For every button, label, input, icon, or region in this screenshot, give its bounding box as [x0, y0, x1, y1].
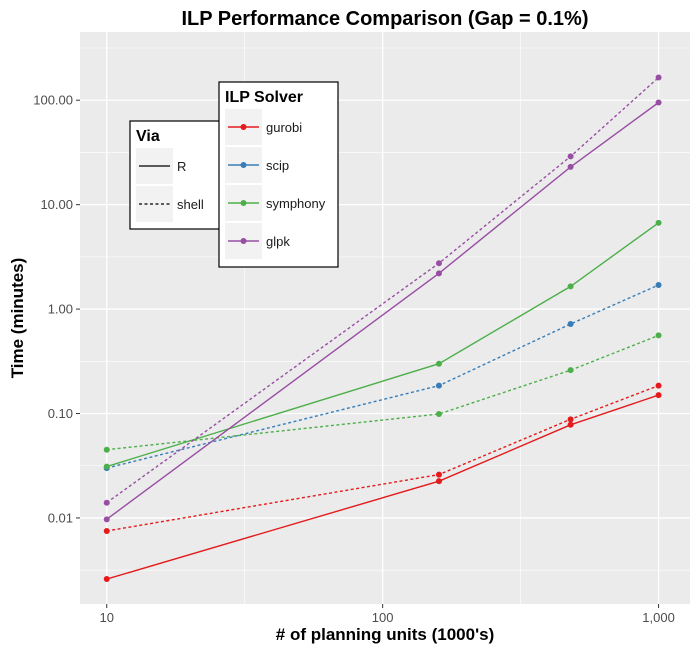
- data-point-symphony-R: [655, 219, 662, 226]
- data-point-symphony-R: [103, 463, 110, 470]
- y-tick-label: 1.00: [48, 302, 73, 317]
- series-layer: [103, 74, 662, 583]
- x-tick-label: 100: [372, 610, 394, 625]
- series-line-glpk-shell: [106, 76, 660, 504]
- series-line-scip-shell: [106, 284, 659, 469]
- legend-solver-point-symphony: [240, 200, 247, 206]
- series-line-glpk-R: [106, 101, 660, 520]
- data-point-glpk-R: [567, 163, 574, 170]
- legend-solver-label: gurobi: [266, 120, 302, 135]
- legend-solver-point-scip: [240, 162, 247, 168]
- data-point-symphony-R: [435, 360, 442, 367]
- legend-solver-label: scip: [266, 158, 289, 173]
- series-line-gurobi-R: [106, 394, 659, 580]
- data-point-gurobi-R: [655, 392, 662, 399]
- legend-via-label: R: [177, 159, 186, 174]
- y-axis-title: Time (minutes): [8, 258, 27, 379]
- y-tick-label: 0.10: [48, 406, 73, 421]
- legend-solver-label: symphony: [266, 196, 326, 211]
- legend-solver: ILP Solver gurobi scip symphony glpk: [218, 81, 339, 268]
- legend-solver-title: ILP Solver: [225, 89, 303, 106]
- data-point-symphony-shell: [103, 446, 110, 453]
- x-axis-title: # of planning units (1000's): [276, 625, 494, 644]
- data-point-glpk-shell: [103, 499, 110, 506]
- plot-panel: [80, 32, 690, 604]
- series-line-symphony-shell: [106, 334, 659, 451]
- data-point-symphony-R: [567, 283, 574, 290]
- data-point-glpk-R: [435, 270, 442, 277]
- data-point-gurobi-R: [567, 421, 574, 428]
- data-point-glpk-R: [103, 516, 110, 523]
- data-point-glpk-shell: [655, 74, 662, 81]
- y-tick-label: 10.00: [40, 197, 73, 212]
- data-point-gurobi-shell: [655, 382, 662, 389]
- data-point-gurobi-R: [103, 576, 110, 583]
- data-point-symphony-shell: [655, 332, 662, 339]
- data-point-gurobi-shell: [103, 528, 110, 535]
- y-tick-label: 100.00: [33, 93, 73, 108]
- data-point-glpk-shell: [567, 153, 574, 160]
- data-point-symphony-shell: [435, 410, 442, 417]
- legend-solver-label: glpk: [266, 234, 290, 249]
- axis-ticks: 10 100 1,000 0.01 0.10 1.00 10.00 100.00: [33, 93, 675, 625]
- data-point-glpk-shell: [435, 260, 442, 267]
- data-point-scip-shell: [567, 320, 574, 327]
- x-tick-label: 1,000: [642, 610, 675, 625]
- legend-solver-point-glpk: [240, 238, 247, 244]
- series-line-gurobi-shell: [106, 384, 659, 532]
- data-point-gurobi-shell: [567, 416, 574, 423]
- legend-via-label: shell: [177, 197, 204, 212]
- x-tick-label: 10: [100, 610, 114, 625]
- data-point-gurobi-shell: [435, 471, 442, 478]
- data-point-symphony-shell: [567, 367, 574, 374]
- series-line-symphony-R: [106, 222, 660, 468]
- chart-title: ILP Performance Comparison (Gap = 0.1%): [182, 8, 589, 30]
- y-tick-label: 0.01: [48, 510, 73, 525]
- data-point-gurobi-R: [435, 478, 442, 485]
- data-point-scip-shell: [435, 382, 442, 389]
- legend-solver-point-gurobi: [240, 124, 247, 130]
- data-point-glpk-R: [655, 99, 662, 106]
- legend-via-title: Via: [136, 128, 160, 145]
- data-point-scip-shell: [655, 282, 662, 289]
